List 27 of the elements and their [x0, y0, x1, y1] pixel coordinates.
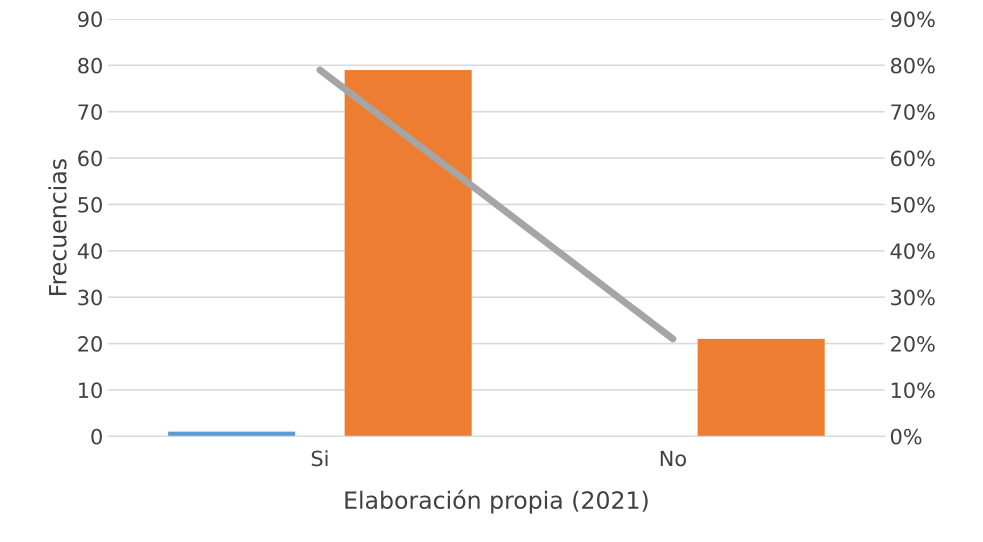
y-tick-label: 10: [79, 382, 102, 398]
y-axis-title: Frecuencias: [48, 159, 67, 295]
x-axis-title: Elaboración propia (2021): [345, 490, 648, 514]
y2-tick-label: 50%: [891, 196, 935, 213]
y-tick-label: 30: [78, 290, 102, 306]
y2-tick-label: 90%: [890, 11, 935, 28]
y2-tick-label: 20%: [891, 336, 935, 352]
y2-tick-label: 30%: [891, 290, 935, 306]
y2-tick-label: 80%: [890, 58, 935, 74]
y-tick-label: 70: [78, 104, 102, 120]
y-tick-label: 50: [78, 196, 102, 213]
x-tick-label: Si: [312, 450, 328, 466]
y-tick-label: 80: [78, 58, 102, 74]
y-tick-label: 90: [78, 11, 102, 28]
y2-tick-label: 70%: [891, 104, 935, 120]
y2-tick-label: 10%: [892, 382, 935, 398]
y-tick-label: 60: [78, 150, 102, 166]
bar: [344, 70, 472, 436]
y-tick-label: 40: [78, 243, 102, 260]
bar: [168, 432, 296, 436]
x-tick-label: No: [660, 450, 686, 466]
y2-tick-label: 0%: [890, 428, 922, 445]
y2-tick-label: 60%: [891, 150, 935, 166]
y-tick-label: 0: [91, 428, 102, 445]
bar: [698, 338, 825, 436]
y2-tick-label: 40%: [890, 243, 935, 260]
y-tick-label: 20: [78, 336, 102, 352]
